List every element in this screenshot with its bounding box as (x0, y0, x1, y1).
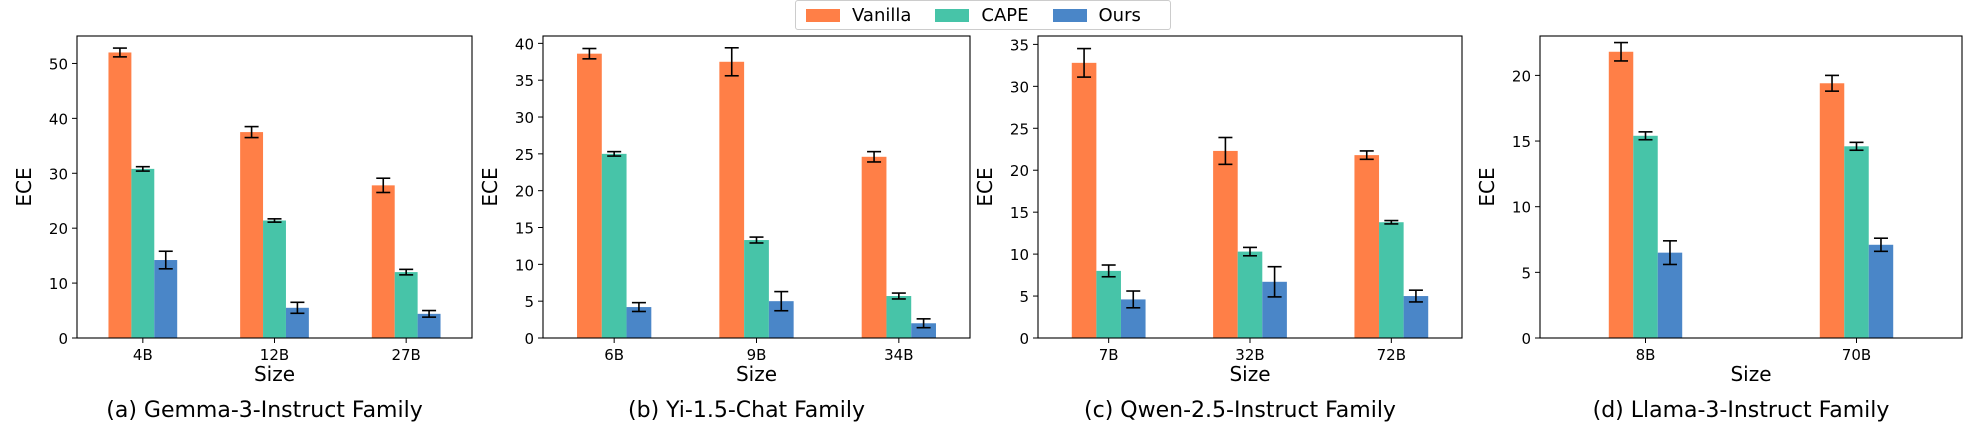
y-axis-label: ECE (12, 167, 36, 206)
y-axis-label: ECE (478, 167, 502, 206)
bar-cape-4b (131, 168, 155, 338)
bar-cape-9b (744, 240, 769, 338)
x-tick-label: 70B (1842, 346, 1871, 364)
bar-ours-70b (1868, 244, 1894, 338)
bar-cape-8b (1633, 135, 1658, 338)
x-axis-label: Size (1229, 362, 1270, 386)
x-axis-label: Size (1730, 362, 1771, 386)
y-tick-label: 10 (49, 275, 68, 293)
y-tick-label: 20 (1512, 67, 1531, 85)
panel-caption: (c) Qwen-2.5-Instruct Family (1084, 398, 1396, 423)
bar-vanilla-9b (719, 61, 745, 338)
bar-vanilla-4b (108, 52, 132, 339)
y-tick-label: 30 (1010, 78, 1029, 96)
legend-swatch-ours (1052, 8, 1087, 22)
y-tick-label: 20 (515, 183, 534, 201)
legend-item-cape: CAPE (935, 4, 1029, 26)
x-tick-label: 12B (260, 346, 289, 364)
y-tick-label: 25 (1010, 120, 1029, 138)
y-tick-label: 10 (1010, 246, 1029, 264)
bar-vanilla-27b (371, 185, 395, 338)
y-tick-label: 0 (1019, 330, 1029, 348)
bar-vanilla-8b (1608, 51, 1634, 338)
bar-cape-70b (1844, 146, 1869, 338)
chart-legend: Vanilla CAPE Ours (795, 0, 1171, 30)
bar-vanilla-34b (861, 156, 887, 338)
bar-vanilla-32b (1213, 150, 1238, 338)
legend-label-ours: Ours (1098, 4, 1141, 26)
x-tick-label: 8B (1636, 346, 1656, 364)
bar-cape-32b (1237, 251, 1263, 338)
y-tick-label: 15 (1010, 204, 1029, 222)
y-axis-label: ECE (973, 167, 997, 206)
legend-swatch-cape (935, 8, 970, 22)
y-tick-label: 0 (58, 330, 68, 348)
bar-ours-72b (1403, 296, 1429, 338)
y-tick-label: 10 (1512, 199, 1531, 217)
y-tick-label: 15 (1512, 133, 1531, 151)
bar-cape-6b (601, 153, 627, 338)
bar-vanilla-6b (577, 53, 602, 339)
legend-label-vanilla: Vanilla (852, 4, 912, 26)
bar-cape-7b (1096, 270, 1121, 338)
y-tick-label: 30 (49, 165, 68, 183)
panel-caption: (b) Yi-1.5-Chat Family (628, 398, 865, 423)
x-tick-label: 32B (1235, 346, 1264, 364)
y-tick-label: 35 (515, 72, 534, 90)
bar-cape-27b (394, 272, 418, 338)
x-tick-label: 34B (884, 346, 913, 364)
plot-frame (1539, 35, 1963, 339)
legend-item-ours: Ours (1052, 4, 1141, 26)
y-tick-label: 40 (515, 35, 534, 53)
y-tick-label: 50 (49, 55, 68, 73)
bar-ours-12b (285, 307, 309, 338)
y-tick-label: 5 (524, 293, 534, 311)
panel-caption: (a) Gemma-3-Instruct Family (106, 398, 422, 423)
y-tick-label: 20 (49, 220, 68, 238)
x-tick-label: 72B (1377, 346, 1406, 364)
y-tick-label: 0 (1521, 330, 1531, 348)
x-tick-label: 6B (604, 346, 624, 364)
panel-caption: (d) Llama-3-Instruct Family (1593, 398, 1890, 423)
legend-item-vanilla: Vanilla (806, 5, 911, 26)
bar-vanilla-12b (240, 132, 264, 338)
y-tick-label: 5 (1521, 264, 1531, 282)
bar-vanilla-70b (1819, 83, 1845, 338)
y-tick-label: 10 (515, 256, 534, 274)
y-tick-label: 30 (515, 109, 534, 127)
bar-cape-12b (263, 220, 286, 338)
bar-ours-8b (1657, 252, 1683, 338)
y-tick-label: 15 (515, 220, 534, 238)
x-tick-label: 7B (1099, 346, 1119, 364)
y-tick-label: 25 (515, 146, 534, 164)
bar-ours-27b (417, 313, 441, 338)
x-axis-label: Size (736, 362, 777, 386)
bar-vanilla-72b (1354, 155, 1380, 338)
legend-swatch-vanilla (806, 8, 840, 22)
y-axis-label: ECE (1475, 167, 1499, 206)
x-tick-label: 4B (133, 346, 153, 364)
bar-cape-72b (1379, 222, 1404, 338)
bar-ours-4b (154, 260, 178, 338)
bar-cape-34b (886, 296, 912, 338)
x-axis-label: Size (254, 362, 295, 386)
y-tick-label: 0 (524, 330, 534, 348)
bar-vanilla-7b (1071, 62, 1097, 338)
y-tick-label: 5 (1019, 288, 1029, 306)
x-tick-label: 9B (747, 346, 767, 364)
y-tick-label: 35 (1010, 36, 1029, 54)
y-tick-label: 40 (49, 110, 68, 128)
y-tick-label: 20 (1010, 162, 1029, 180)
x-tick-label: 27B (391, 346, 420, 364)
legend-label-cape: CAPE (981, 4, 1029, 26)
